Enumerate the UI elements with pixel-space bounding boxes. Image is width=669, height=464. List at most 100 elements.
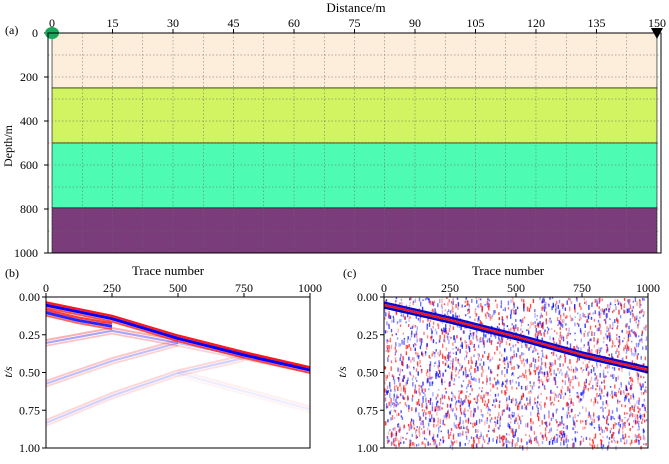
noise-speck: [505, 399, 508, 403]
noise-speck: [543, 306, 545, 310]
noise-speck: [444, 313, 446, 317]
noise-speck: [387, 436, 389, 440]
noise-speck: [403, 340, 405, 345]
noise-speck: [421, 338, 423, 343]
noise-speck: [387, 313, 390, 318]
noise-speck: [443, 356, 446, 359]
noise-speck: [569, 343, 572, 349]
noise-speck: [638, 321, 640, 326]
noise-speck: [459, 391, 462, 394]
noise-speck: [507, 307, 510, 310]
noise-speck: [459, 419, 461, 425]
noise-speck: [418, 398, 420, 402]
noise-speck: [391, 402, 394, 406]
noise-speck: [394, 410, 397, 413]
noise-speck: [566, 370, 568, 375]
noise-speck: [442, 343, 444, 348]
noise-speck: [534, 370, 537, 375]
noise-speck: [424, 351, 427, 356]
noise-speck: [609, 332, 611, 338]
noise-speck: [595, 349, 597, 353]
noise-speck: [521, 445, 523, 448]
noise-speck: [571, 443, 574, 448]
noise-speck: [583, 389, 585, 394]
noise-speck: [628, 330, 630, 335]
noise-speck: [427, 400, 430, 403]
noise-speck: [442, 439, 444, 444]
noise-speck: [511, 373, 513, 377]
noise-speck: [549, 335, 551, 341]
noise-speck: [428, 298, 430, 303]
noise-speck: [499, 425, 501, 427]
noise-speck: [386, 390, 388, 395]
noise-speck: [457, 424, 460, 428]
noise-speck: [566, 334, 568, 340]
noise-speck: [593, 436, 595, 440]
noise-speck: [496, 374, 499, 377]
noise-speck: [536, 401, 539, 404]
noise-speck: [561, 416, 563, 420]
noise-speck: [475, 378, 477, 382]
noise-speck: [605, 312, 607, 318]
noise-speck: [451, 371, 453, 377]
noise-speck: [580, 392, 583, 396]
noise-speck: [385, 350, 387, 352]
noise-speck: [506, 378, 508, 383]
noise-speck: [460, 367, 462, 371]
noise-speck: [643, 392, 645, 395]
noise-speck: [627, 299, 629, 303]
noise-speck: [503, 357, 505, 362]
noise-speck: [449, 336, 451, 340]
noise-speck: [528, 347, 530, 351]
noise-speck: [415, 390, 418, 394]
noise-speck: [545, 366, 547, 369]
noise-speck: [390, 436, 393, 439]
noise-speck: [456, 440, 458, 444]
noise-speck: [631, 439, 633, 444]
noise-speck: [389, 385, 391, 389]
noise-speck: [430, 309, 433, 314]
noise-speck: [397, 396, 399, 399]
panel-label-a: (a): [5, 23, 18, 37]
noise-speck: [591, 439, 594, 442]
noise-speck: [522, 392, 524, 398]
noise-speck: [453, 433, 455, 436]
noise-speck: [548, 414, 550, 419]
noise-speck: [500, 340, 502, 344]
noise-speck: [616, 407, 618, 412]
noise-speck: [506, 356, 508, 361]
noise-speck: [625, 351, 628, 354]
noise-speck: [526, 385, 528, 390]
noise-speck: [553, 350, 555, 356]
noise-speck: [475, 401, 477, 403]
noise-speck: [639, 382, 641, 386]
noise-speck: [473, 398, 475, 400]
noise-speck: [474, 408, 476, 413]
noise-speck: [394, 301, 397, 306]
noise-speck: [461, 344, 463, 349]
noise-speck: [518, 424, 520, 429]
noise-speck: [437, 417, 439, 422]
noise-speck: [620, 438, 622, 443]
noise-speck: [629, 407, 631, 412]
noise-speck: [468, 368, 471, 373]
noise-speck: [516, 340, 519, 343]
seismic-events-c: [383, 301, 649, 374]
noise-speck: [403, 337, 406, 340]
noise-speck: [411, 407, 413, 412]
noise-speck: [488, 352, 490, 358]
noise-speck: [469, 316, 471, 319]
noise-speck: [547, 328, 550, 331]
noise-speck: [411, 377, 414, 381]
noise-speck: [541, 367, 543, 370]
noise-speck: [395, 438, 397, 442]
noise-speck: [417, 352, 419, 356]
noise-speck: [450, 439, 453, 444]
noise-speck: [570, 368, 572, 372]
noise-speck: [494, 351, 496, 355]
event-first-arrival-tail-positive: [45, 308, 113, 325]
noise-speck: [629, 334, 632, 337]
noise-speck: [473, 343, 475, 348]
noise-speck: [616, 325, 619, 328]
noise-speck: [443, 303, 446, 305]
